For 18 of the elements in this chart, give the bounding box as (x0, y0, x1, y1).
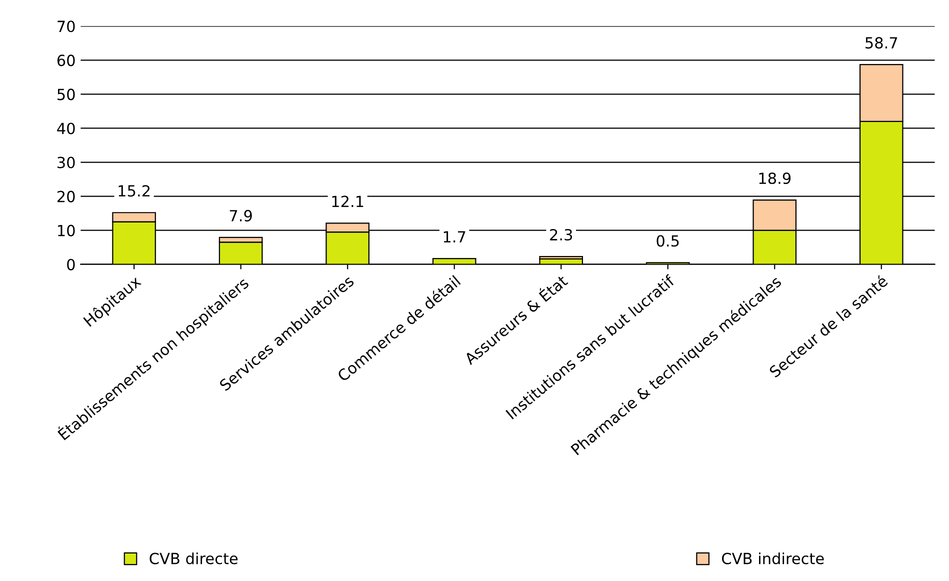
y-tick-label: 40 (57, 122, 75, 134)
y-tick-label: 30 (58, 156, 75, 168)
total-label: 15.2 (118, 185, 150, 197)
y-tick-label: 0 (67, 258, 75, 270)
total-label: 18.9 (759, 172, 791, 184)
y-tick-label: 60 (57, 54, 75, 66)
legend-label: CVB directe (150, 552, 238, 564)
y-tick-label: 70 (58, 20, 75, 32)
total-label: 1.7 (444, 231, 466, 242)
y-tick-label: 20 (57, 190, 75, 202)
legend-label: CVB indirecte (722, 552, 824, 564)
y-tick-label: 10 (58, 224, 75, 236)
total-label: 58.7 (866, 37, 898, 49)
total-label: 2.3 (550, 228, 572, 241)
total-label: 12.1 (332, 196, 364, 207)
y-tick-label: 50 (58, 88, 75, 100)
total-label: 0.5 (656, 235, 679, 247)
total-label: 7.9 (230, 210, 252, 222)
